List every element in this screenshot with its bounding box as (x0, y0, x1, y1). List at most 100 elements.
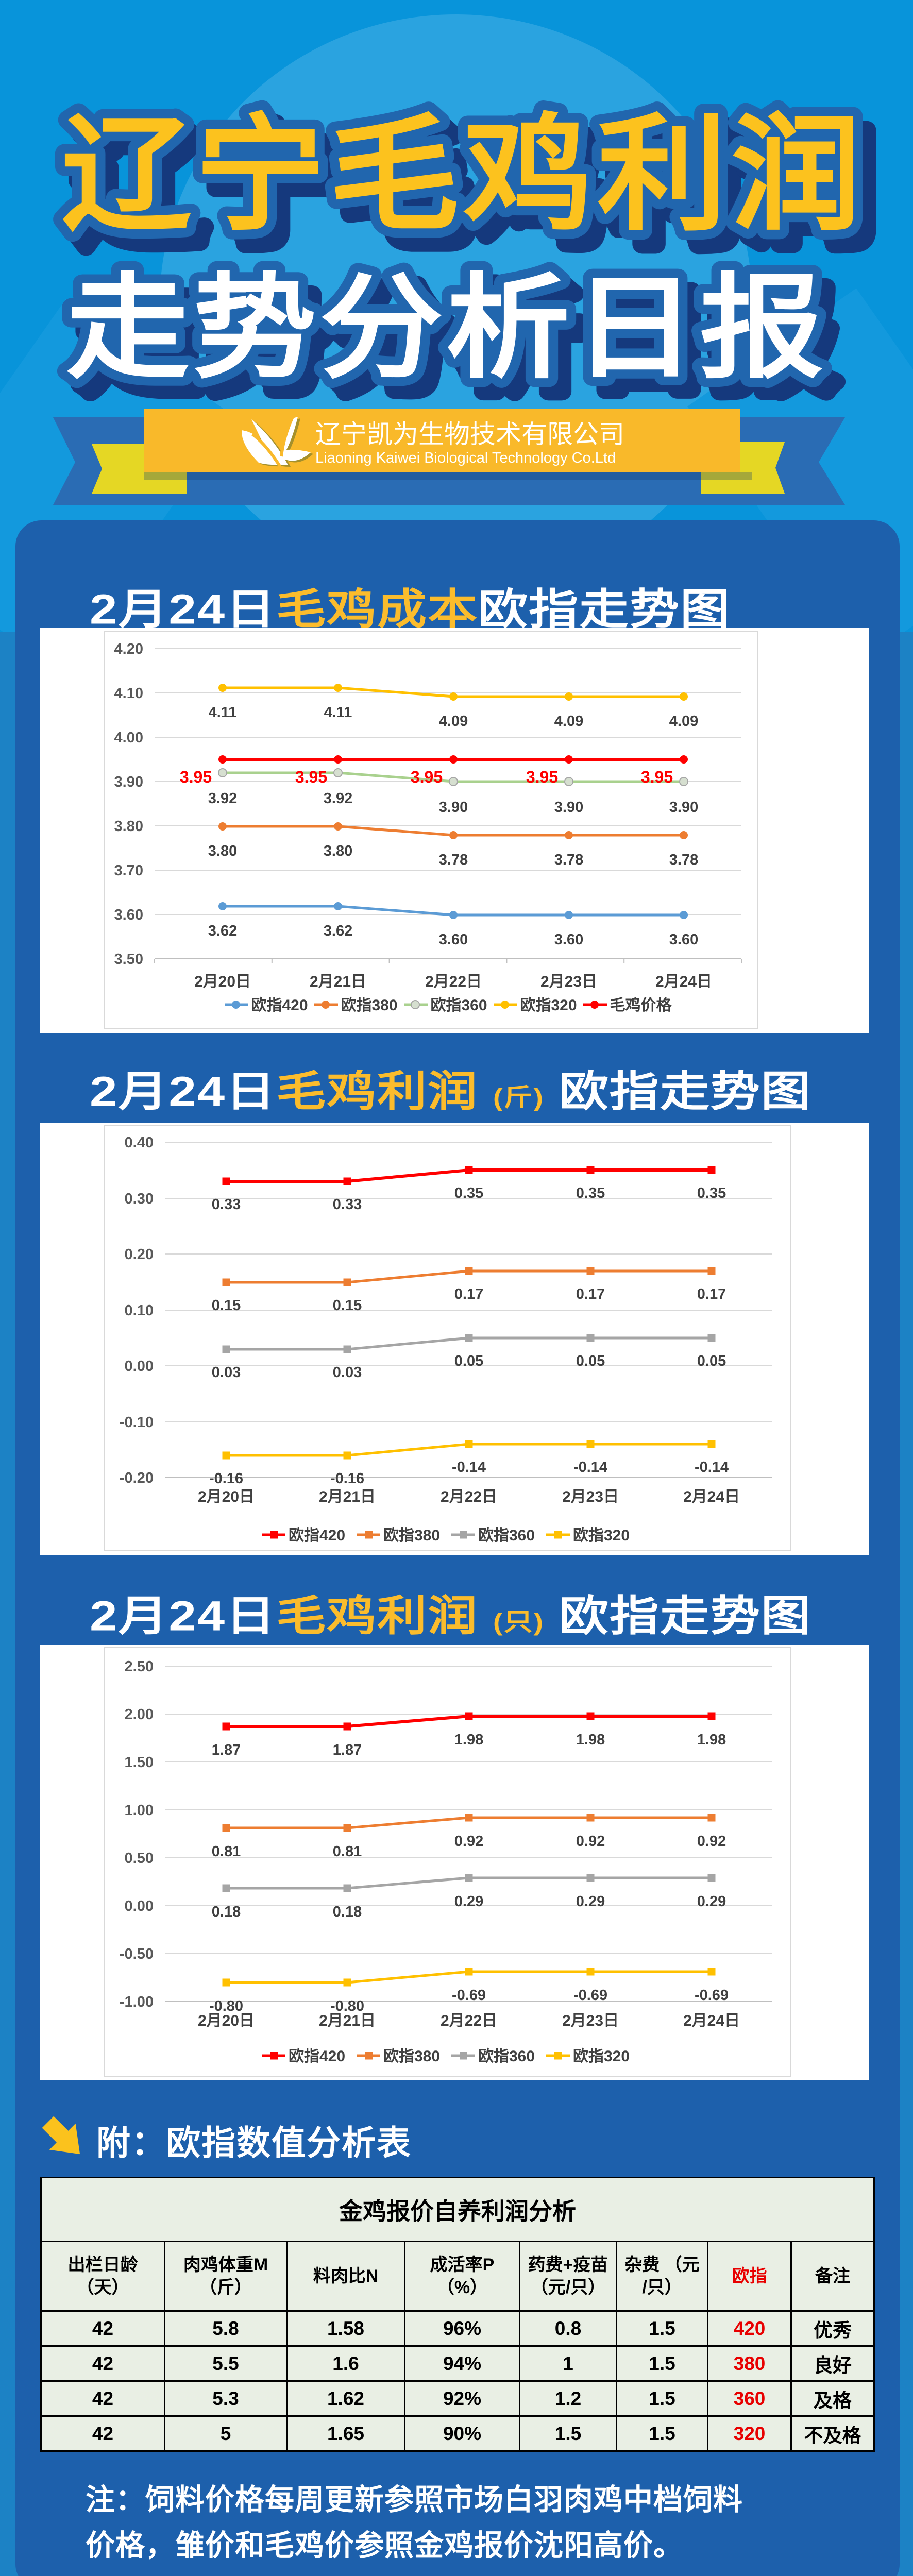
svg-text:0.29: 0.29 (454, 1893, 483, 1910)
svg-text:0.35: 0.35 (697, 1185, 726, 1201)
svg-text:2月20日: 2月20日 (198, 1488, 255, 1505)
svg-text:0.05: 0.05 (576, 1353, 605, 1369)
svg-text:-0.80: -0.80 (330, 1998, 364, 2014)
svg-text:走势分析日报: 走势分析日报 (66, 264, 826, 392)
svg-text:0.03: 0.03 (212, 1364, 241, 1381)
svg-text:3.70: 3.70 (114, 862, 143, 879)
svg-text:3.62: 3.62 (208, 923, 237, 939)
svg-text:3.78: 3.78 (439, 852, 468, 868)
svg-text:3.62: 3.62 (324, 923, 352, 939)
svg-text:2月24日: 2月24日 (683, 1488, 740, 1505)
svg-text:3.95: 3.95 (180, 768, 212, 786)
svg-text:欧指420: 欧指420 (289, 1527, 345, 1544)
svg-text:-0.69: -0.69 (573, 1987, 607, 2004)
svg-text:0.17: 0.17 (576, 1286, 605, 1302)
svg-text:0.18: 0.18 (333, 1904, 362, 1920)
svg-text:0.35: 0.35 (576, 1185, 605, 1201)
svg-text:0.81: 0.81 (212, 1843, 241, 1860)
svg-text:辽宁凯为生物技术有限公司: 辽宁凯为生物技术有限公司 (315, 420, 624, 449)
svg-text:欧指380: 欧指380 (383, 2048, 440, 2065)
svg-text:Liaoning Kaiwei Biological Tec: Liaoning Kaiwei Biological Technology Co… (315, 450, 616, 466)
svg-text:欧指360: 欧指360 (478, 2048, 535, 2065)
svg-text:0.15: 0.15 (212, 1297, 241, 1314)
svg-text:4.09: 4.09 (554, 713, 583, 730)
svg-text:走势分析日报: 走势分析日报 (79, 278, 840, 405)
svg-text:4.20: 4.20 (114, 641, 143, 657)
svg-text:-0.20: -0.20 (120, 1470, 154, 1486)
svg-text:0.03: 0.03 (333, 1364, 362, 1381)
svg-text:0.33: 0.33 (212, 1196, 241, 1213)
svg-text:0.30: 0.30 (125, 1191, 154, 1207)
svg-text:0.92: 0.92 (576, 1833, 605, 1850)
svg-text:3.95: 3.95 (526, 768, 558, 786)
svg-text:欧指320: 欧指320 (573, 2048, 630, 2065)
svg-text:0.10: 0.10 (125, 1302, 154, 1319)
svg-text:欧指360: 欧指360 (431, 997, 487, 1014)
svg-text:3.90: 3.90 (114, 774, 143, 790)
svg-text:欧指380: 欧指380 (341, 997, 398, 1014)
svg-text:4.09: 4.09 (669, 713, 698, 730)
svg-text:欧指320: 欧指320 (573, 1527, 630, 1544)
svg-text:3.60: 3.60 (554, 931, 583, 948)
svg-text:3.95: 3.95 (641, 768, 673, 786)
svg-text:-0.14: -0.14 (573, 1459, 607, 1476)
svg-text:0.00: 0.00 (125, 1358, 154, 1375)
svg-text:欧指360: 欧指360 (478, 1527, 535, 1544)
svg-text:-0.80: -0.80 (209, 1998, 243, 2014)
svg-text:2月23日: 2月23日 (540, 973, 597, 990)
svg-text:-0.16: -0.16 (209, 1470, 243, 1487)
svg-text:2月24日: 2月24日 (655, 973, 712, 990)
svg-text:0.18: 0.18 (212, 1904, 241, 1920)
svg-text:2月20日: 2月20日 (194, 973, 251, 990)
svg-text:3.78: 3.78 (669, 852, 698, 868)
svg-text:3.50: 3.50 (114, 951, 143, 968)
svg-text:2月20日: 2月20日 (198, 2012, 255, 2029)
svg-text:1.98: 1.98 (697, 1732, 726, 1748)
svg-text:4.00: 4.00 (114, 730, 143, 746)
svg-text:-0.10: -0.10 (120, 1414, 154, 1431)
svg-text:0.40: 0.40 (125, 1134, 154, 1151)
svg-text:3.80: 3.80 (324, 843, 352, 859)
svg-text:3.95: 3.95 (411, 768, 443, 786)
svg-text:2月23日: 2月23日 (562, 2012, 619, 2029)
svg-text:-0.69: -0.69 (452, 1987, 486, 2004)
svg-text:3.92: 3.92 (324, 790, 352, 807)
svg-text:辽宁毛鸡利润: 辽宁毛鸡利润 (75, 118, 878, 260)
svg-text:4.11: 4.11 (324, 704, 352, 721)
svg-text:4.11: 4.11 (209, 704, 237, 721)
svg-text:0.29: 0.29 (697, 1893, 726, 1910)
svg-text:-0.14: -0.14 (695, 1459, 729, 1476)
svg-text:3.80: 3.80 (208, 843, 237, 859)
svg-text:3.90: 3.90 (439, 799, 468, 816)
svg-text:欧指420: 欧指420 (289, 2048, 345, 2065)
svg-text:3.60: 3.60 (114, 907, 143, 923)
svg-text:1.50: 1.50 (125, 1754, 154, 1771)
svg-text:3.90: 3.90 (554, 799, 583, 816)
svg-text:3.92: 3.92 (208, 790, 237, 807)
svg-text:0.81: 0.81 (333, 1843, 362, 1860)
svg-text:0.29: 0.29 (576, 1893, 605, 1910)
svg-text:欧指380: 欧指380 (383, 1527, 440, 1544)
svg-text:1.98: 1.98 (454, 1732, 483, 1748)
svg-text:3.95: 3.95 (295, 768, 327, 786)
svg-text:0.92: 0.92 (697, 1833, 726, 1850)
svg-text:-0.14: -0.14 (452, 1459, 486, 1476)
svg-text:-0.50: -0.50 (120, 1946, 154, 1962)
svg-text:0.20: 0.20 (125, 1246, 154, 1263)
svg-text:0.33: 0.33 (333, 1196, 362, 1213)
svg-text:2月22日: 2月22日 (441, 1488, 497, 1505)
svg-text:毛鸡价格: 毛鸡价格 (610, 997, 672, 1014)
svg-text:2月21日: 2月21日 (310, 973, 366, 990)
svg-text:2月24日: 2月24日 (683, 2012, 740, 2029)
svg-text:0.17: 0.17 (697, 1286, 726, 1302)
svg-text:3.78: 3.78 (554, 852, 583, 868)
svg-text:欧指420: 欧指420 (251, 997, 308, 1014)
svg-text:2月21日: 2月21日 (319, 2012, 376, 2029)
svg-text:0.00: 0.00 (125, 1898, 154, 1914)
svg-text:-1.00: -1.00 (120, 1994, 154, 2010)
svg-text:4.09: 4.09 (439, 713, 468, 730)
svg-text:1.87: 1.87 (333, 1742, 362, 1758)
svg-text:2月23日: 2月23日 (562, 1488, 619, 1505)
svg-text:0.05: 0.05 (454, 1353, 483, 1369)
svg-text:1.00: 1.00 (125, 1802, 154, 1819)
